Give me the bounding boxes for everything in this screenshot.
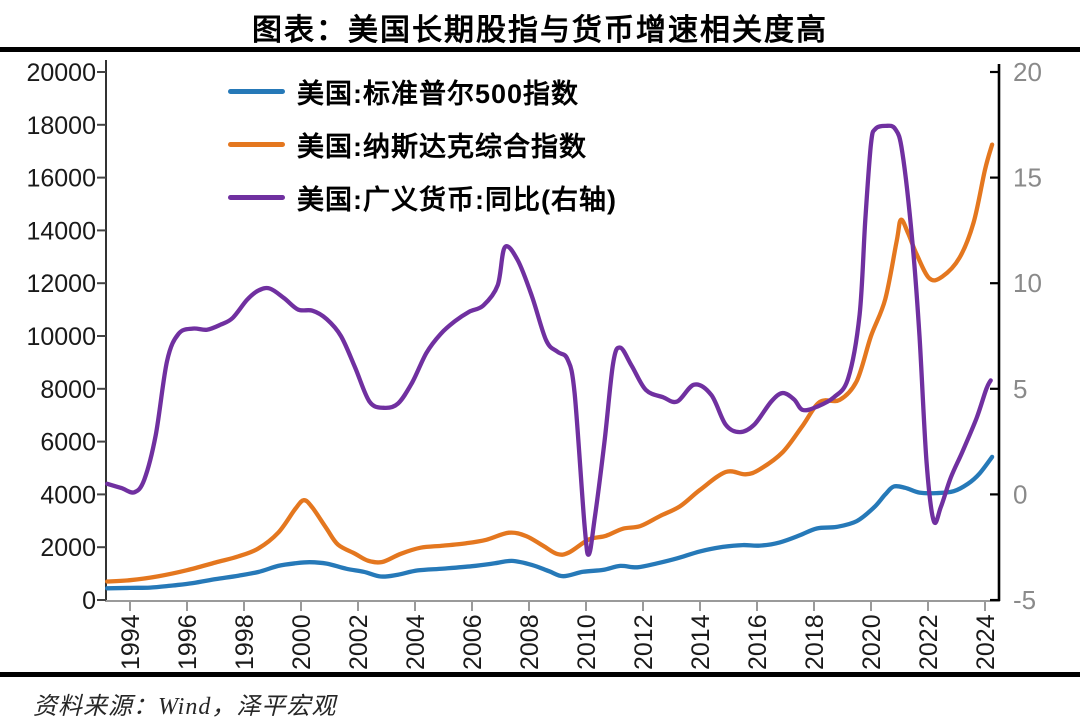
- series-line-2: [105, 123, 993, 557]
- legend-line-swatch-sp500: [228, 88, 285, 94]
- legend-line-swatch-m2: [228, 194, 285, 200]
- x-axis-tick-label: 2024: [972, 614, 1000, 670]
- chart-title: 图表：美国长期股指与货币增速相关度高: [252, 14, 828, 47]
- x-axis-tick-label: 1996: [174, 614, 202, 670]
- x-axis-tick-label: 2000: [288, 614, 316, 670]
- left-axis-tick-label: 2000: [40, 534, 96, 562]
- left-axis-tick-label: 0: [82, 587, 96, 615]
- left-axis-tick-label: 18000: [26, 112, 96, 140]
- legend-item-m2: 美国:广义货币:同比(右轴): [228, 180, 617, 215]
- bottom-divider: [0, 672, 1080, 677]
- legend: 美国:标准普尔500指数 美国:纳斯达克综合指数 美国:广义货币:同比(右轴): [228, 74, 617, 233]
- x-axis-tick-label: 2008: [516, 614, 544, 670]
- x-axis-tick-label: 1998: [231, 614, 259, 670]
- right-axis-tick-label: 20: [1013, 57, 1042, 87]
- legend-item-sp500: 美国:标准普尔500指数: [228, 74, 617, 109]
- x-axis-tick-label: 2022: [915, 614, 943, 670]
- x-axis-tick-label: 2012: [630, 614, 658, 670]
- left-axis-tick-label: 16000: [26, 165, 96, 193]
- left-axis-tick-label: 8000: [40, 376, 96, 404]
- left-axis-tick-label: 4000: [40, 481, 96, 509]
- legend-label-nasdaq: 美国:纳斯达克综合指数: [297, 131, 587, 162]
- series-line-1: [105, 142, 995, 584]
- x-axis-tick-label: 2016: [744, 614, 772, 670]
- left-axis-tick-label: 10000: [26, 323, 96, 351]
- title-divider: [0, 47, 1080, 52]
- x-axis-tick-label: 1994: [117, 614, 145, 670]
- left-axis-tick-label: 20000: [26, 59, 96, 87]
- x-axis-tick-label: 2004: [402, 614, 430, 670]
- right-axis-tick-label: -5: [1013, 585, 1036, 615]
- left-axis-tick-label: 12000: [26, 270, 96, 298]
- x-axis-tick-label: 2006: [459, 614, 487, 670]
- right-axis-tick-label: 0: [1013, 479, 1027, 509]
- legend-line-swatch-nasdaq: [228, 141, 285, 147]
- left-axis-tick-label: 14000: [26, 217, 96, 245]
- legend-label-sp500: 美国:标准普尔500指数: [297, 78, 580, 109]
- right-axis-tick-label: 10: [1013, 268, 1042, 298]
- right-axis-tick-label: 15: [1013, 163, 1042, 193]
- x-axis-tick-label: 2014: [687, 614, 715, 670]
- x-axis-tick-label: 2018: [801, 614, 829, 670]
- x-axis-tick-label: 2002: [345, 614, 373, 670]
- right-axis-tick-label: 5: [1013, 374, 1027, 404]
- source-note: 资料来源：Wind，泽平宏观: [33, 694, 337, 720]
- x-axis-tick-label: 2010: [573, 614, 601, 670]
- x-axis-tick-label: 2020: [858, 614, 886, 670]
- series-line-0: [105, 454, 995, 591]
- legend-item-nasdaq: 美国:纳斯达克综合指数: [228, 127, 617, 162]
- legend-label-m2: 美国:广义货币:同比(右轴): [297, 184, 617, 215]
- left-axis-tick-label: 6000: [40, 429, 96, 457]
